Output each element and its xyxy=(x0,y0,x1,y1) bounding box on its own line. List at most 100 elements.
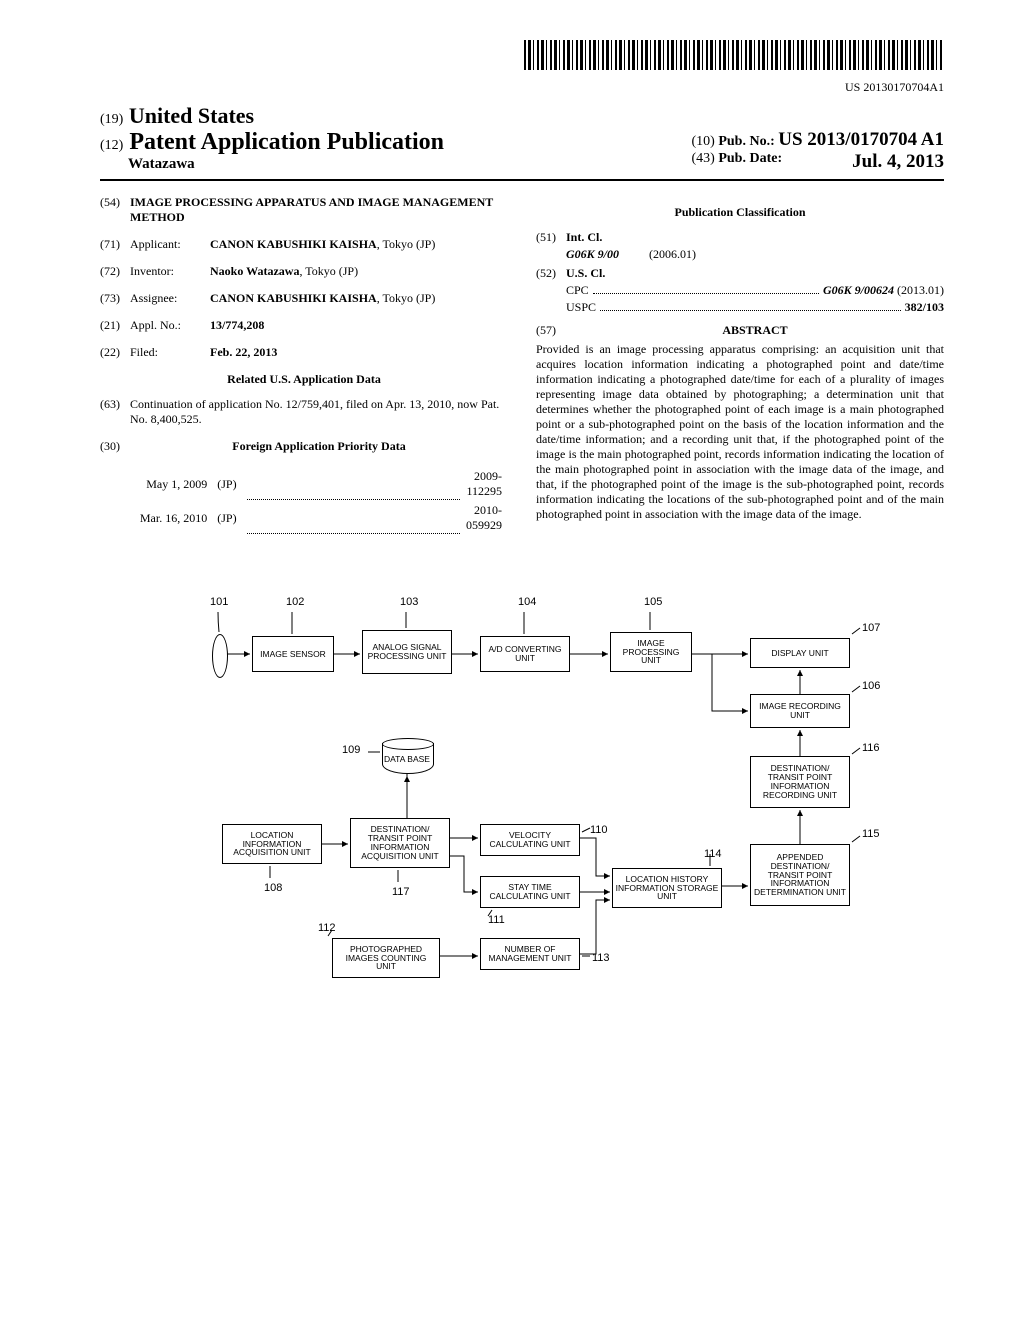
barcode-area xyxy=(100,40,944,74)
priority-cc: (JP) xyxy=(213,502,245,534)
lens-icon xyxy=(212,634,228,678)
diagram-refnum-103: 103 xyxy=(400,596,418,608)
code-51: (51) xyxy=(536,230,566,245)
diagram-refnum-101: 101 xyxy=(210,596,228,608)
priority-dots xyxy=(247,468,460,500)
intcl-label: Int. Cl. xyxy=(566,230,602,244)
barcode-id: US 20130170704A1 xyxy=(100,80,944,95)
block-diagram: IMAGE SENSOR ANALOG SIGNAL PROCESSING UNI… xyxy=(152,566,892,1026)
diagram-box-113: NUMBER OF MANAGEMENT UNIT xyxy=(480,938,580,970)
applicant-name: CANON KABUSHIKI KAISHA xyxy=(210,237,377,251)
diagram-refnum-115: 115 xyxy=(862,828,880,840)
intcl-code: G06K 9/00 xyxy=(566,247,619,261)
uspc-val: 382/103 xyxy=(905,300,944,315)
diagram-refnum-114: 114 xyxy=(704,848,722,860)
code-63: (63) xyxy=(100,397,130,427)
diagram-refnum-106: 106 xyxy=(862,680,880,692)
foreign-heading: Foreign Application Priority Data xyxy=(130,439,508,454)
uscl-label: U.S. Cl. xyxy=(566,266,605,280)
filed-date: Feb. 22, 2013 xyxy=(210,345,277,359)
cpc-val: G06K 9/00624 xyxy=(823,283,894,297)
priority-num: 2010-059929 xyxy=(462,502,506,534)
priority-cc: (JP) xyxy=(213,468,245,500)
diagram-refnum-105: 105 xyxy=(644,596,662,608)
continuation-text: Continuation of application No. 12/759,4… xyxy=(130,397,508,427)
publication-header: (19) United States (12) Patent Applicati… xyxy=(100,103,944,173)
diagram-box-112: PHOTOGRAPHED IMAGES COUNTING UNIT xyxy=(332,938,440,978)
uspc-dots xyxy=(600,300,901,311)
diagram-box-106: IMAGE RECORDING UNIT xyxy=(750,694,850,728)
diagram-box-116: DESTINATION/ TRANSIT POINT INFORMATION R… xyxy=(750,756,850,808)
diagram-refnum-107: 107 xyxy=(862,622,880,634)
cpc-ver: (2013.01) xyxy=(897,283,944,298)
diagram-refnum-110: 110 xyxy=(590,824,608,836)
code-30: (30) xyxy=(100,439,130,454)
cpc-dots xyxy=(593,283,819,294)
priority-table: May 1, 2009 (JP) 2009-112295 Mar. 16, 20… xyxy=(100,466,508,536)
pubclass-heading: Publication Classification xyxy=(536,205,944,220)
diagram-refnum-113: 113 xyxy=(592,952,610,964)
diagram-box-102: IMAGE SENSOR xyxy=(252,636,334,672)
code-72: (72) xyxy=(100,264,130,279)
diagram-box-103: ANALOG SIGNAL PROCESSING UNIT xyxy=(362,630,452,674)
pubdate: Jul. 4, 2013 xyxy=(852,151,944,173)
filed-label: Filed: xyxy=(130,345,210,360)
diagram-refnum-102: 102 xyxy=(286,596,304,608)
diagram-refnum-111: 111 xyxy=(488,914,505,926)
code-57: (57) xyxy=(536,323,566,342)
priority-num: 2009-112295 xyxy=(462,468,506,500)
inventor-loc: Tokyo (JP) xyxy=(305,264,358,278)
bibliographic-columns: (54) IMAGE PROCESSING APPARATUS AND IMAG… xyxy=(100,195,944,536)
related-heading: Related U.S. Application Data xyxy=(100,372,508,387)
pubdate-label: Pub. Date: xyxy=(718,151,782,166)
applno: 13/774,208 xyxy=(210,318,264,332)
inventor-short: Watazawa xyxy=(128,156,444,173)
inventor-name: Naoko Watazawa xyxy=(210,264,299,278)
left-column: (54) IMAGE PROCESSING APPARATUS AND IMAG… xyxy=(100,195,508,536)
diagram-refnum-117: 117 xyxy=(392,886,410,898)
code-19: (19) xyxy=(100,112,123,127)
code-10: (10) xyxy=(692,134,715,149)
right-column: Publication Classification (51) Int. Cl.… xyxy=(536,195,944,536)
code-52: (52) xyxy=(536,266,566,281)
pubno: US 2013/0170704 A1 xyxy=(778,129,944,150)
diagram-box-107: DISPLAY UNIT xyxy=(750,638,850,668)
applicant-label: Applicant: xyxy=(130,237,210,252)
header-rule xyxy=(100,179,944,181)
code-21: (21) xyxy=(100,318,130,333)
diagram-box-label-109: DATA BASE xyxy=(382,746,432,772)
diagram-box-105: IMAGE PROCESSING UNIT xyxy=(610,632,692,672)
priority-date: May 1, 2009 xyxy=(102,468,211,500)
diagram-box-110: VELOCITY CALCULATING UNIT xyxy=(480,824,580,856)
assignee-name: CANON KABUSHIKI KAISHA xyxy=(210,291,377,305)
barcode-graphic xyxy=(524,40,944,70)
country: United States xyxy=(129,103,254,128)
diagram-box-104: A/D CONVERTING UNIT xyxy=(480,636,570,672)
code-73: (73) xyxy=(100,291,130,306)
cpc-label: CPC xyxy=(566,283,589,298)
diagram-refnum-104: 104 xyxy=(518,596,536,608)
code-22: (22) xyxy=(100,345,130,360)
diagram-refnum-112: 112 xyxy=(318,922,336,934)
diagram-box-114: LOCATION HISTORY INFORMATION STORAGE UNI… xyxy=(612,868,722,908)
diagram-refnum-116: 116 xyxy=(862,742,880,754)
pubno-label: Pub. No.: xyxy=(718,134,774,149)
code-12: (12) xyxy=(100,138,123,153)
code-43: (43) xyxy=(692,151,715,166)
code-71: (71) xyxy=(100,237,130,252)
priority-row: May 1, 2009 (JP) 2009-112295 xyxy=(102,468,506,500)
diagram-box-117: DESTINATION/ TRANSIT POINT INFORMATION A… xyxy=(350,818,450,868)
priority-date: Mar. 16, 2010 xyxy=(102,502,211,534)
abstract-text: Provided is an image processing apparatu… xyxy=(536,342,944,522)
code-54: (54) xyxy=(100,195,130,225)
diagram-box-108: LOCATION INFORMATION ACQUISITION UNIT xyxy=(222,824,322,864)
diagram-box-115: APPENDED DESTINATION/ TRANSIT POINT INFO… xyxy=(750,844,850,906)
inventor-label: Inventor: xyxy=(130,264,210,279)
applno-label: Appl. No.: xyxy=(130,318,210,333)
doc-type: Patent Application Publication xyxy=(129,129,444,155)
diagram-refnum-108: 108 xyxy=(264,882,282,894)
applicant-loc: Tokyo (JP) xyxy=(383,237,436,251)
invention-title: IMAGE PROCESSING APPARATUS AND IMAGE MAN… xyxy=(130,195,508,225)
priority-row: Mar. 16, 2010 (JP) 2010-059929 xyxy=(102,502,506,534)
abstract-heading: ABSTRACT xyxy=(566,323,944,338)
